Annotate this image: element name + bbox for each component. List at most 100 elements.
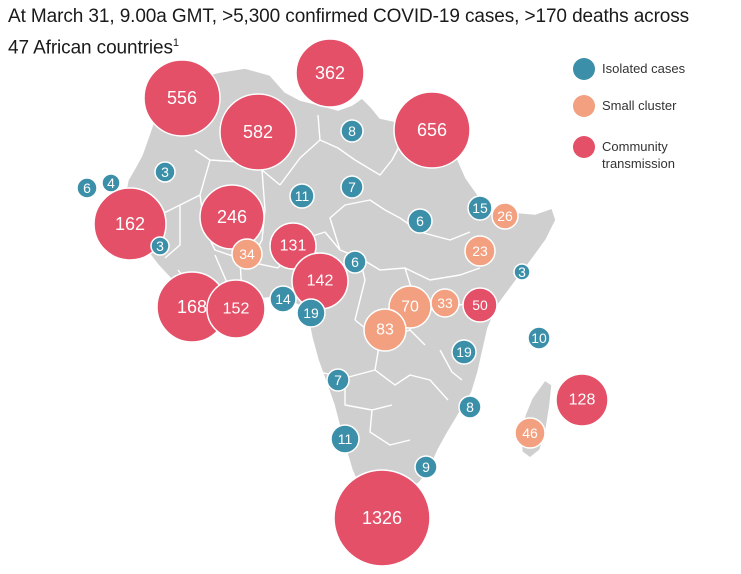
marker-circle [296,298,326,328]
marker-value: 33 [437,295,453,311]
marker-value: 656 [417,120,447,140]
marker-isolated: 19 [451,339,477,365]
marker-circle [514,417,546,449]
marker-isolated: 3 [513,263,531,281]
marker-circle [458,395,482,419]
marker-value: 3 [156,238,164,254]
marker-value: 14 [275,291,291,307]
marker-community: 362 [295,38,365,108]
legend-dot-cluster [573,95,595,117]
marker-isolated: 6 [407,208,433,234]
marker-circle [462,287,498,323]
marker-value: 50 [472,297,488,313]
legend-label-cluster: Small cluster [602,98,677,113]
marker-value: 128 [569,392,596,409]
marker-value: 7 [348,179,356,195]
marker-isolated: 4 [101,173,121,193]
marker-isolated: 10 [527,326,551,350]
marker-circle [93,187,167,261]
marker-value: 10 [531,330,547,346]
marker-value: 11 [338,431,353,447]
marker-circle [527,326,551,350]
marker-community: 656 [393,91,471,169]
marker-circle [451,339,477,365]
legend-dot-community [573,136,595,158]
marker-circle [76,177,98,199]
marker-value: 9 [422,459,430,475]
marker-isolated: 11 [289,183,315,209]
marker-cluster: 33 [430,288,460,318]
marker-value: 246 [217,207,247,227]
marker-circle [289,183,315,209]
marker-isolated: 15 [467,195,493,221]
marker-cluster: 26 [491,202,519,230]
marker-value: 131 [280,238,307,255]
marker-value: 11 [295,188,310,204]
marker-circle [269,285,297,313]
marker-cluster: 23 [464,235,496,267]
marker-isolated: 19 [296,298,326,328]
marker-circle [154,161,176,183]
marker-value: 362 [315,63,345,83]
marker-value: 70 [401,299,419,316]
marker-value: 23 [472,243,488,259]
marker-value: 4 [107,175,115,191]
marker-value: 15 [472,200,488,216]
marker-isolated: 7 [340,175,364,199]
marker-circle [231,238,263,270]
marker-circle [513,263,531,281]
marker-value: 8 [348,123,356,139]
marker-isolated: 3 [150,236,170,256]
marker-isolated: 3 [154,161,176,183]
marker-value: 46 [522,425,538,441]
marker-value: 19 [303,305,319,321]
marker-community: 128 [555,373,609,427]
marker-isolated: 14 [269,285,297,313]
marker-community: 556 [143,59,221,137]
marker-circle [333,469,431,567]
marker-value: 3 [518,264,526,280]
marker-cluster: 46 [514,417,546,449]
marker-circle [340,119,364,143]
marker-cluster: 83 [363,308,407,352]
marker-circle [393,91,471,169]
marker-circle [219,93,297,171]
marker-value: 6 [416,213,424,229]
marker-circle [199,184,265,250]
marker-isolated: 8 [458,395,482,419]
marker-circle [363,308,407,352]
marker-circle [491,202,519,230]
marker-isolated: 9 [414,455,438,479]
marker-value: 152 [223,301,250,318]
legend-dot-isolated [573,58,595,80]
title-line-1: At March 31, 9.00a GMT, >5,300 confirmed… [8,6,690,27]
marker-circle [467,195,493,221]
marker-community: 142 [291,252,349,310]
marker-circle [101,173,121,193]
marker-community: 162 [93,187,167,261]
marker-value: 556 [167,88,197,108]
marker-value: 7 [334,372,342,388]
marker-circle [340,175,364,199]
marker-circle [330,424,360,454]
marker-value: 34 [239,246,255,262]
marker-value: 83 [376,322,394,339]
marker-circle [407,208,433,234]
legend-label-isolated: Isolated cases [602,61,686,76]
marker-value: 19 [456,344,472,360]
marker-isolated: 11 [330,424,360,454]
marker-circle [343,250,367,274]
title-footnote: 1 [172,37,179,49]
marker-cluster: 34 [231,238,263,270]
marker-community: 246 [199,184,265,250]
marker-value: 162 [115,214,145,234]
marker-circle [326,368,350,392]
marker-circle [295,38,365,108]
legend-item-isolated: Isolated cases [573,58,712,80]
marker-community: 582 [219,93,297,171]
marker-value: 1326 [362,508,402,528]
marker-community: 1326 [333,469,431,567]
marker-isolated: 7 [326,368,350,392]
